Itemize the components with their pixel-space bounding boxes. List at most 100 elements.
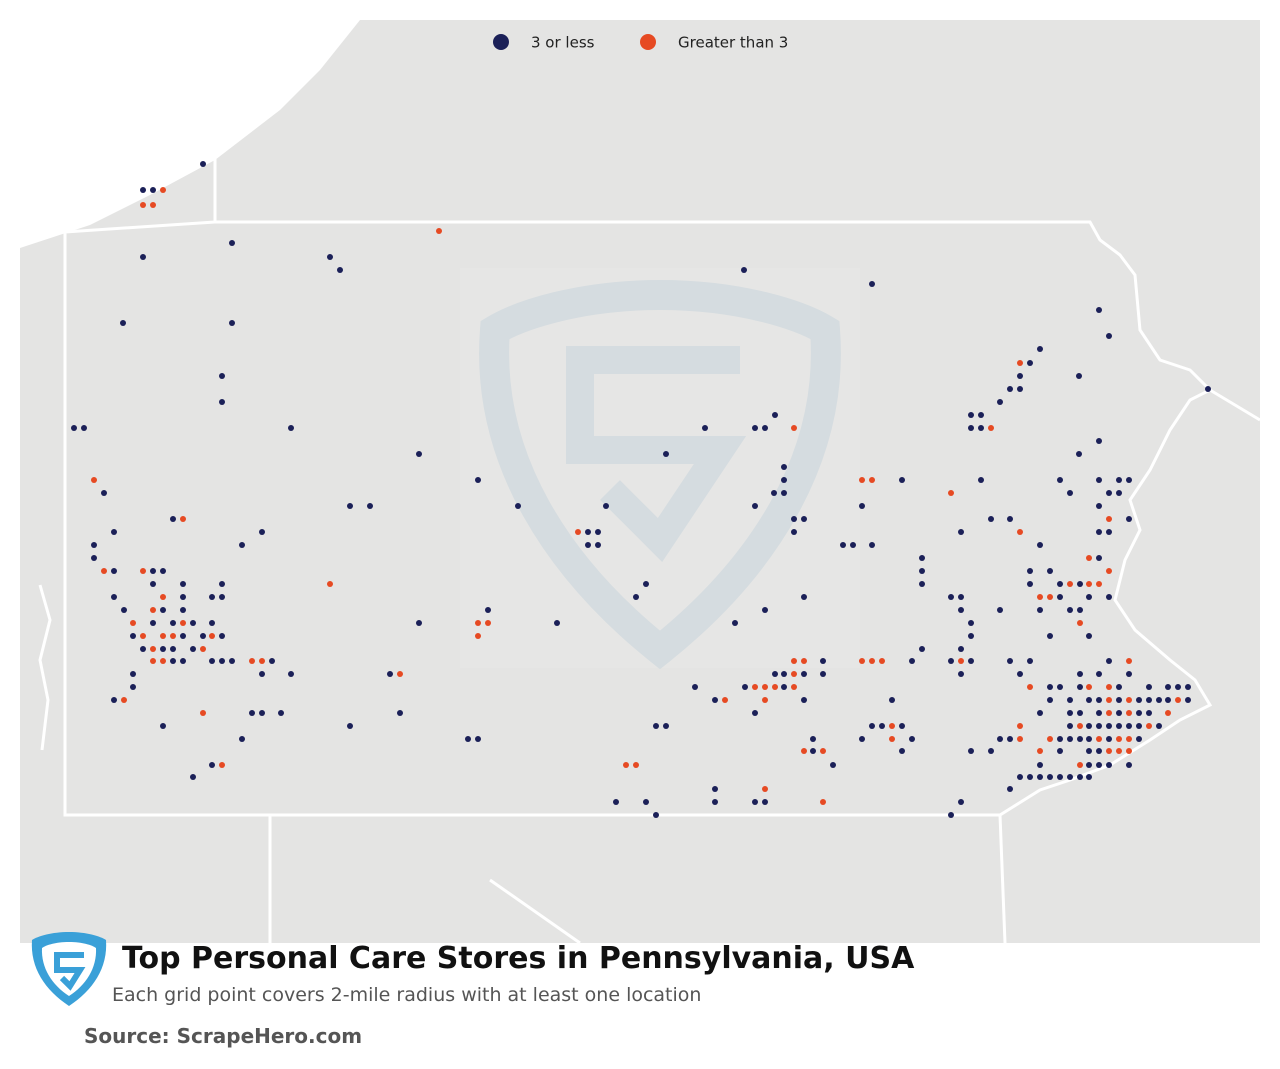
grid-point [160, 633, 166, 639]
grid-point [140, 568, 146, 574]
grid-point [1126, 658, 1132, 664]
grid-point [259, 710, 265, 716]
grid-point [643, 799, 649, 805]
grid-point [1017, 373, 1023, 379]
grid-point [781, 464, 787, 470]
grid-point [859, 658, 865, 664]
grid-point [121, 697, 127, 703]
grid-point [111, 529, 117, 535]
grid-point [791, 516, 797, 522]
grid-point [603, 503, 609, 509]
grid-point [909, 736, 915, 742]
grid-point [948, 658, 954, 664]
grid-point [1086, 736, 1092, 742]
grid-point [791, 425, 797, 431]
grid-point [752, 425, 758, 431]
grid-point [1057, 774, 1063, 780]
grid-point [1077, 607, 1083, 613]
grid-point [1007, 786, 1013, 792]
grid-point [219, 633, 225, 639]
grid-point [623, 762, 629, 768]
grid-point [91, 542, 97, 548]
grid-point [1067, 607, 1073, 613]
grid-point [1096, 477, 1102, 483]
grid-point [1185, 684, 1191, 690]
grid-point [1096, 762, 1102, 768]
grid-point [889, 723, 895, 729]
grid-point [820, 671, 826, 677]
grid-point [988, 748, 994, 754]
grid-point [1096, 723, 1102, 729]
grid-point [416, 451, 422, 457]
grid-point [653, 723, 659, 729]
grid-point [1047, 594, 1053, 600]
grid-point [791, 658, 797, 664]
grid-point [1007, 736, 1013, 742]
grid-point [978, 425, 984, 431]
grid-point [259, 658, 265, 664]
grid-point [259, 671, 265, 677]
grid-point [160, 594, 166, 600]
grid-point [752, 710, 758, 716]
grid-point [1077, 774, 1083, 780]
grid-point [150, 581, 156, 587]
grid-point [111, 697, 117, 703]
grid-point [958, 594, 964, 600]
grid-point [1067, 581, 1073, 587]
grid-point [180, 581, 186, 587]
grid-point [663, 451, 669, 457]
grid-point [879, 658, 885, 664]
grid-point [1106, 594, 1112, 600]
grid-point [1096, 671, 1102, 677]
grid-point [160, 723, 166, 729]
grid-point [387, 671, 393, 677]
grid-point [889, 697, 895, 703]
grid-point [1027, 774, 1033, 780]
grid-point [752, 799, 758, 805]
grid-point [1096, 438, 1102, 444]
grid-point [958, 799, 964, 805]
grid-point [859, 477, 865, 483]
grid-point [1027, 360, 1033, 366]
grid-point [1086, 633, 1092, 639]
grid-point [1037, 594, 1043, 600]
grid-point [200, 161, 206, 167]
grid-point [130, 684, 136, 690]
grid-point [909, 658, 915, 664]
grid-point [1165, 684, 1171, 690]
grid-point [1136, 723, 1142, 729]
grid-point [150, 620, 156, 626]
grid-point [180, 607, 186, 613]
grid-point [1086, 723, 1092, 729]
grid-point [1037, 542, 1043, 548]
grid-point [801, 697, 807, 703]
grid-point [1086, 555, 1092, 561]
grid-point [772, 671, 778, 677]
state-lines [38, 584, 1007, 945]
grid-point [249, 658, 255, 664]
grid-point [1175, 697, 1181, 703]
grid-point [121, 607, 127, 613]
grid-point [1047, 684, 1053, 690]
grid-point [1086, 774, 1092, 780]
legend-label: 3 or less [531, 34, 595, 52]
borders [38, 20, 1261, 945]
grid-point [1146, 697, 1152, 703]
grid-point [219, 373, 225, 379]
grid-point [1037, 607, 1043, 613]
grid-point [180, 633, 186, 639]
grid-point [712, 786, 718, 792]
grid-point [1126, 516, 1132, 522]
grid-point [643, 581, 649, 587]
grid-point [1126, 748, 1132, 754]
grid-point [200, 633, 206, 639]
grid-point [585, 529, 591, 535]
grid-point [180, 620, 186, 626]
grid-point [1116, 490, 1122, 496]
grid-point [229, 240, 235, 246]
grid-point [879, 723, 885, 729]
grid-point [1077, 684, 1083, 690]
grid-point [180, 516, 186, 522]
grid-point [190, 774, 196, 780]
grid-point [1077, 620, 1083, 626]
